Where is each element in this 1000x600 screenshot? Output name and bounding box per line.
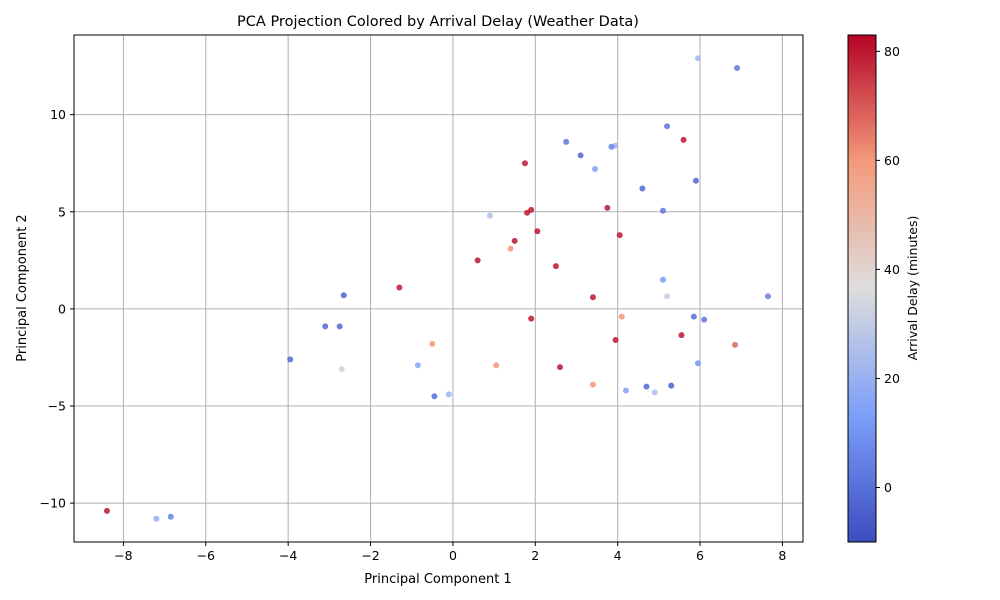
scatter-point [622,387,629,394]
scatter-point [764,293,771,300]
x-tick-label: 6 [696,548,704,563]
colorbar-label: Arrival Delay (minutes) [905,216,920,361]
scatter-point [701,316,708,323]
scatter-point [643,383,650,390]
scatter-point [338,366,345,373]
scatter-point [678,332,685,339]
scatter-point [664,293,671,300]
y-tick-label: −10 [40,496,66,511]
x-tick-label: −6 [197,548,215,563]
scatter-point [414,362,421,369]
scatter-point [552,263,559,270]
scatter-point [694,360,701,367]
scatter-point [445,391,452,398]
x-tick-label: 4 [614,548,622,563]
y-axis-label: Principal Component 2 [15,214,30,361]
scatter-point [474,257,481,264]
x-tick-label: −2 [361,548,379,563]
x-axis-ticks: −8 −6 −4 −2 0 2 4 6 8 [114,542,786,563]
scatter-point [694,55,701,62]
scatter-point [493,362,500,369]
y-axis-ticks: −10 −5 0 5 10 [40,107,74,511]
colorbar-tick-label: 80 [884,44,900,59]
scatter-point [153,515,160,522]
scatter-point [336,323,343,330]
colorbar-tick-label: 60 [884,153,900,168]
scatter-point [486,212,493,219]
scatter-point [734,65,741,72]
scatter-point [690,313,697,320]
scatter-point [431,393,438,400]
colorbar-ticks: 0 20 40 60 80 [876,44,900,495]
scatter-point [167,513,174,520]
plot-frame [73,34,804,543]
x-tick-label: 0 [449,548,457,563]
x-axis-label: Principal Component 1 [364,572,511,587]
scatter-point [664,123,671,130]
scatter-point [618,313,625,320]
scatter-point [528,315,535,322]
scatter-point [692,177,699,184]
scatter-point [322,323,329,330]
scatter-point [511,237,518,244]
x-tick-label: 2 [531,548,539,563]
scatter-point [612,336,619,343]
scatter-point [592,166,599,173]
chart-title: PCA Projection Colored by Arrival Delay … [237,14,639,30]
scatter-point [651,389,658,396]
scatter-point [429,340,436,347]
scatter-point [563,138,570,145]
scatter-point [534,228,541,235]
colorbar [847,34,877,543]
scatter-point [521,160,528,167]
scatter-point [616,232,623,239]
x-tick-label: −8 [114,548,132,563]
colorbar-tick-label: 0 [884,480,892,495]
y-tick-label: 10 [50,107,66,122]
scatter-point [659,276,666,283]
scatter-point [589,294,596,301]
scatter-point [604,204,611,211]
colorbar-tick-label: 40 [884,262,900,277]
y-tick-label: 5 [58,204,66,219]
scatter-point [507,245,514,252]
scatter-point [287,356,294,363]
x-tick-label: 8 [778,548,786,563]
scatter-point [396,284,403,291]
grid [74,35,803,542]
scatter-point [639,185,646,192]
scatter-point [528,206,535,213]
x-tick-label: −4 [279,548,297,563]
scatter-point [340,292,347,299]
colorbar-tick-label: 20 [884,371,900,386]
y-tick-label: 0 [58,301,66,316]
scatter-point [668,382,675,389]
scatter-point [577,152,584,159]
scatter-point [732,341,739,348]
scatter-points [103,55,771,522]
scatter-point [608,143,615,150]
scatter-point [557,364,563,371]
scatter-point [103,507,110,514]
scatter-point [589,381,596,388]
scatter-point [659,207,666,214]
y-tick-label: −5 [48,399,66,414]
scatter-point [680,136,687,143]
